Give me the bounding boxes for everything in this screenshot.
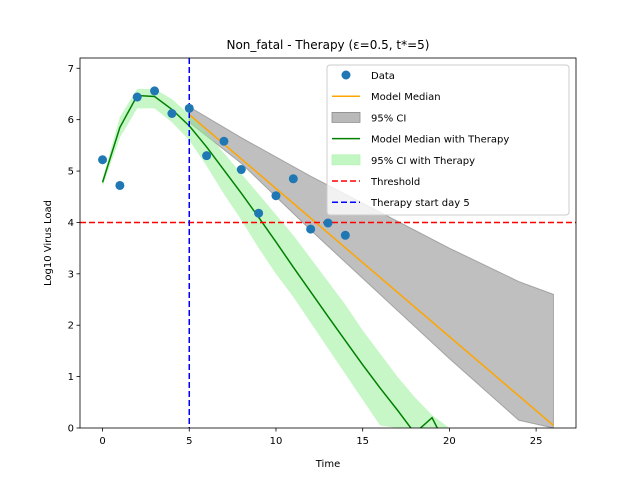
- data-point: [184, 103, 194, 113]
- x-tick-label: 0: [99, 436, 105, 447]
- x-axis: 0 5 10 15 20 25: [99, 428, 542, 447]
- data-point: [306, 224, 316, 234]
- data-point: [115, 180, 125, 190]
- legend-item-ci-95-therapy-label: 95% CI with Therapy: [371, 156, 475, 167]
- ci-95-therapy-band: [102, 88, 450, 428]
- data-point: [323, 218, 333, 228]
- legend-item-therapy-start-label: Therapy start day 5: [370, 198, 470, 209]
- legend: Data Model Median 95% CI Model Median with …: [326, 64, 570, 216]
- legend-item-model-median-therapy-label: Model Median with Therapy: [371, 135, 509, 146]
- x-tick-label: 5: [186, 436, 192, 447]
- y-tick-label: 5: [68, 167, 74, 178]
- y-tick-label: 0: [68, 424, 74, 435]
- model-median-line: [188, 113, 554, 427]
- legend-box: [326, 64, 570, 216]
- legend-item-ci-95-handle: [331, 112, 361, 123]
- legend-item-ci-95-label: 95% CI: [371, 113, 406, 124]
- x-axis-label: Time: [315, 459, 340, 470]
- data-point: [219, 136, 229, 146]
- data-point: [167, 109, 177, 118]
- y-tick-label: 3: [68, 269, 74, 280]
- x-tick-label: 20: [443, 436, 456, 447]
- legend-item-ci-95-therapy-handle: [331, 154, 361, 166]
- data-point: [98, 155, 108, 165]
- data-point: [254, 208, 264, 218]
- axes-frame: [79, 57, 577, 429]
- y-tick-label: 7: [68, 64, 74, 75]
- y-tick-label: 4: [68, 218, 74, 229]
- model-median-therapy-line: [101, 94, 438, 428]
- legend-item-model-median-label: Model Median: [371, 92, 441, 103]
- data-point: [271, 191, 281, 201]
- data-point: [288, 174, 298, 184]
- y-axis: 0 1 2 3 4 5 6 7: [68, 64, 80, 435]
- y-tick-label: 1: [68, 372, 74, 383]
- x-tick-label: 25: [530, 436, 543, 447]
- plot-area: [80, 58, 576, 428]
- data-point: [236, 165, 246, 175]
- data-point: [340, 230, 350, 240]
- y-tick-label: 2: [68, 321, 74, 332]
- y-tick-label: 6: [68, 115, 74, 126]
- x-tick-label: 15: [356, 436, 369, 447]
- y-axis-label: Log10 Virus Load: [43, 200, 54, 286]
- data-point: [132, 92, 142, 102]
- legend-item-data-label: Data: [371, 71, 395, 82]
- data-point: [150, 86, 160, 96]
- data-point: [202, 151, 212, 161]
- legend-item-threshold-label: Threshold: [370, 177, 420, 188]
- x-tick-label: 10: [270, 436, 283, 447]
- chart-title: Non_fatal - Therapy (ε=0.5, t*=5): [226, 38, 429, 52]
- legend-item-data-handle: [341, 70, 351, 80]
